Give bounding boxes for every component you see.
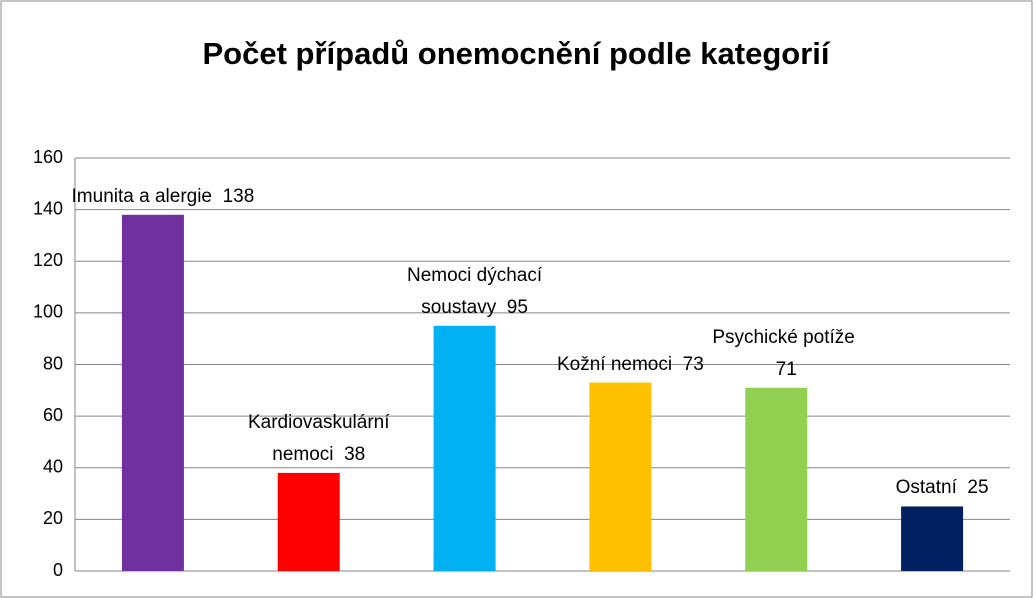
data-label: Nemoci dýchací soustavy 95 (390, 260, 560, 324)
data-label-value: 38 (344, 443, 366, 465)
data-label-category: Nemoci dýchací soustavy (406, 264, 543, 318)
data-label: Psychické potíže 71 (706, 322, 866, 386)
chart-title: Počet případů onemocnění podle kategorií (203, 36, 831, 71)
bar (121, 214, 184, 571)
data-label: Kožní nemoci 73 (525, 349, 735, 381)
y-tick-label: 140 (33, 198, 63, 218)
data-label-category: Imunita a alergie (71, 185, 212, 207)
data-label-value: 71 (775, 358, 797, 380)
data-label: Ostatní 25 (882, 472, 1002, 504)
data-label-value: 25 (967, 477, 989, 499)
data-label: Kardiovaskulární nemoci 38 (244, 407, 394, 471)
bar (901, 506, 964, 571)
data-label-category: Kožní nemoci (556, 353, 673, 375)
bar (277, 472, 340, 571)
y-tick-label: 80 (43, 353, 63, 373)
y-tick-label: 60 (43, 405, 63, 425)
y-tick-label: 160 (33, 147, 63, 167)
y-tick-label: 20 (43, 508, 63, 528)
bar (745, 387, 808, 571)
y-tick-label: 100 (33, 302, 63, 322)
y-tick-label: 40 (43, 457, 63, 477)
data-label-value: 138 (222, 185, 255, 207)
bar (589, 382, 652, 571)
data-label-category: Kardiovaskulární nemoci (247, 411, 390, 465)
data-label-category: Psychické potíže (712, 326, 855, 348)
bar (433, 325, 496, 571)
y-tick-label: 0 (53, 560, 63, 580)
data-label: Imunita a alergie 138 (68, 181, 258, 213)
data-label-value: 73 (682, 353, 704, 375)
data-label-category: Ostatní (895, 477, 957, 499)
data-label-value: 95 (506, 296, 528, 318)
y-tick-label: 120 (33, 250, 63, 270)
